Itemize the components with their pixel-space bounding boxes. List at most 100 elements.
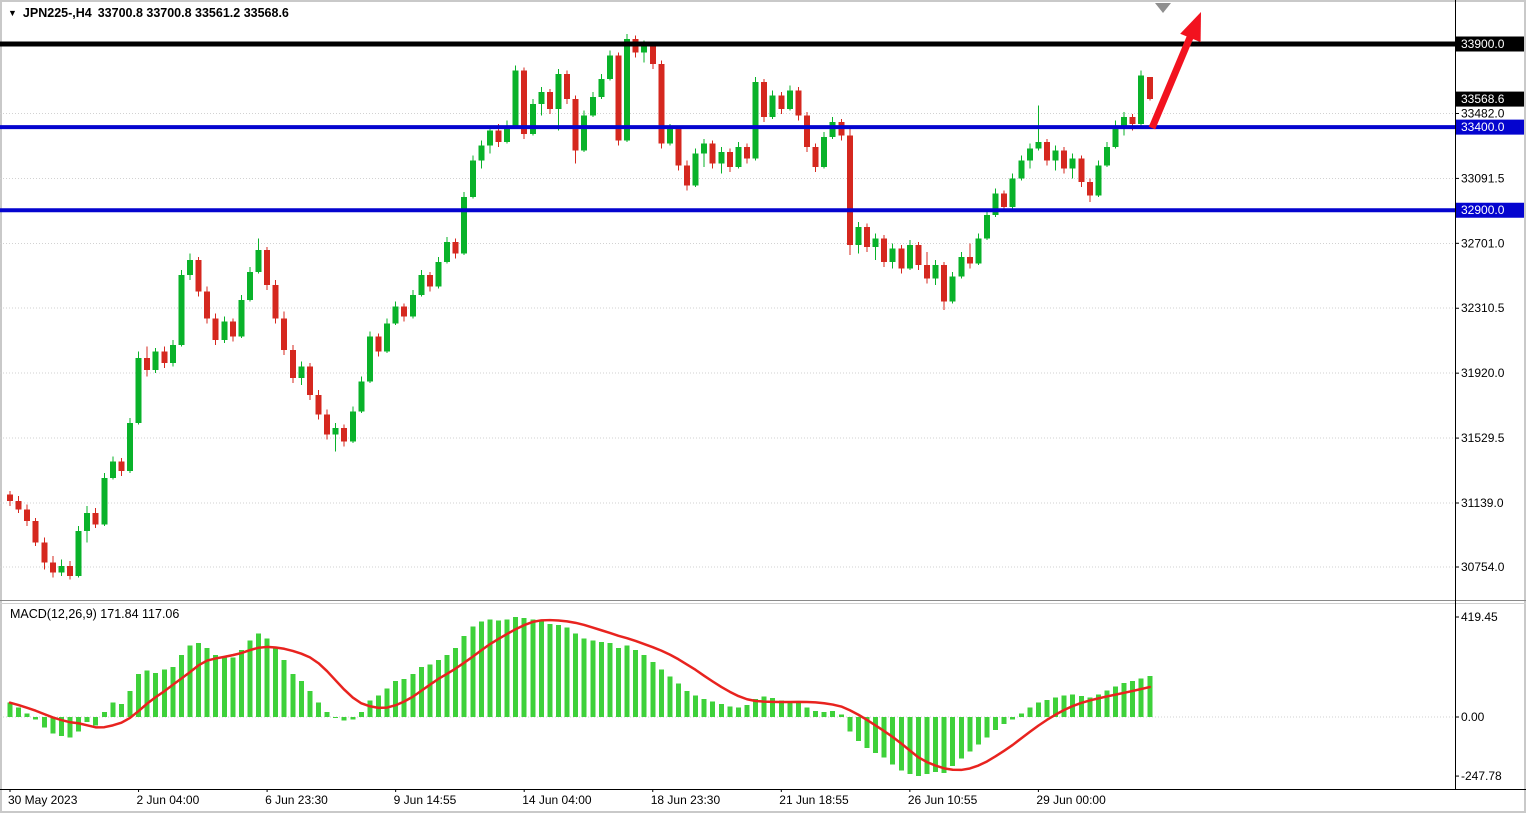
candle: [49, 556, 56, 578]
candle: [186, 253, 193, 281]
macd-bar: [667, 676, 673, 717]
candle: [264, 246, 271, 291]
price-line-badge: 32900.0: [1456, 202, 1524, 218]
macd-bar: [273, 647, 279, 717]
macd-bar: [384, 688, 390, 717]
candle: [1069, 153, 1076, 179]
macd-bar: [881, 717, 887, 758]
macd-bar: [513, 617, 519, 717]
macd-bar: [1147, 676, 1153, 717]
macd-bar: [590, 640, 596, 717]
macd-bar: [684, 690, 690, 717]
candle: [238, 295, 245, 339]
candle: [1026, 143, 1033, 169]
candle: [195, 256, 202, 297]
candle: [444, 236, 451, 264]
candle: [461, 191, 468, 256]
trend-arrow[interactable]: [1148, 12, 1201, 130]
macd-bar: [487, 619, 493, 717]
svg-text:33900.0: 33900.0: [1461, 37, 1505, 51]
macd-bar: [444, 655, 450, 717]
time-axis-label: 18 Jun 23:30: [651, 793, 721, 807]
candle: [538, 87, 545, 116]
candle: [272, 280, 279, 324]
macd-bar: [1130, 680, 1136, 717]
candle: [1061, 147, 1068, 174]
macd-bar: [341, 717, 347, 721]
macd-bar: [453, 647, 459, 717]
candle: [32, 517, 39, 547]
price-tick-label: 33091.5: [1461, 171, 1505, 185]
macd-bar: [984, 717, 990, 738]
macd-bar: [555, 625, 561, 717]
macd-bar: [67, 717, 73, 738]
macd-bar: [136, 674, 142, 717]
time-axis-label: 30 May 2023: [8, 793, 78, 807]
candle: [529, 98, 536, 136]
macd-bar: [778, 700, 784, 717]
macd-bar: [436, 659, 441, 717]
macd-bar: [101, 712, 107, 717]
macd-bar: [50, 717, 56, 734]
macd-bar: [855, 717, 861, 741]
candle: [221, 316, 228, 344]
macd-bar: [84, 717, 90, 722]
time-axis-label: 9 Jun 14:55: [394, 793, 457, 807]
candle: [812, 143, 819, 173]
macd-bar: [693, 695, 699, 717]
macd-bar: [470, 626, 476, 717]
price-axis[interactable]: 33482.0 33091.5 32701.0 32310.5 31920.0 31529…: [1455, 36, 1524, 575]
candle: [1103, 142, 1110, 168]
macd-bar: [358, 712, 364, 717]
candle: [169, 339, 176, 367]
macd-bar: [281, 659, 287, 717]
candle: [932, 260, 939, 286]
macd-bar: [58, 717, 64, 737]
candle: [92, 507, 99, 528]
candle: [804, 112, 811, 153]
macd-axis[interactable]: 419.45 0.00 -247.78: [1455, 610, 1502, 783]
macd-bar: [1078, 696, 1084, 717]
candle: [1112, 120, 1119, 149]
candle: [1138, 70, 1145, 126]
macd-bar: [890, 717, 896, 765]
candle: [118, 457, 125, 477]
macd-bar: [753, 699, 759, 717]
candle: [941, 261, 948, 310]
candle: [384, 318, 391, 354]
candle: [546, 88, 553, 114]
candle: [24, 504, 31, 527]
macd-bar: [316, 702, 322, 717]
candle: [555, 68, 562, 131]
symbol-ohlc-values: 33700.8 33700.8 33561.2 33568.6: [97, 6, 289, 20]
symbol-header: ▼ JPN225-,H4 33700.8 33700.8 33561.2 335…: [8, 6, 289, 20]
macd-bar: [941, 717, 947, 774]
candle: [958, 251, 965, 279]
macd-bar: [967, 717, 973, 752]
macd-bar: [495, 620, 501, 717]
macd-bar: [821, 712, 827, 717]
time-axis[interactable]: 30 May 2023 2 Jun 04:00 6 Jun 23:30 9 Jun 1…: [8, 789, 1106, 807]
macd-bar: [615, 647, 621, 717]
macd-bar: [787, 701, 793, 717]
candle: [855, 221, 862, 254]
macd-bar: [744, 705, 750, 717]
macd-bar: [813, 711, 819, 717]
candle: [906, 240, 913, 271]
macd-bar: [461, 635, 467, 717]
candle: [41, 537, 48, 570]
candle: [1095, 160, 1102, 197]
macd-bar: [161, 669, 167, 717]
macd-bar: [624, 645, 630, 717]
macd-bar: [1104, 690, 1110, 717]
macd-bar: [196, 643, 202, 717]
macd-bar: [144, 670, 150, 717]
macd-bar: [933, 717, 939, 772]
candle: [838, 118, 845, 141]
candle: [675, 125, 682, 171]
macd-bar: [838, 714, 844, 717]
macd-tick-label: -247.78: [1461, 769, 1502, 783]
candle: [204, 286, 211, 324]
